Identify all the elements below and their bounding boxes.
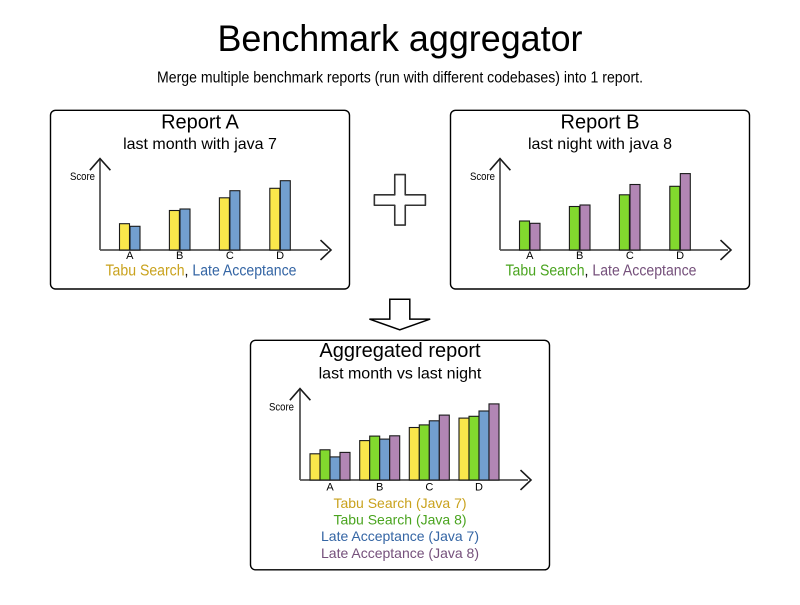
svg-text:B: B	[376, 482, 383, 494]
svg-text:D: D	[676, 250, 684, 262]
svg-text:B: B	[176, 250, 183, 262]
svg-text:last month with java 7: last month with java 7	[123, 136, 277, 153]
svg-text:Score: Score	[70, 171, 95, 183]
svg-text:A: A	[326, 482, 334, 494]
svg-text:D: D	[276, 250, 284, 262]
svg-text:C: C	[226, 250, 234, 262]
svg-text:last month vs last night: last month vs last night	[319, 365, 482, 382]
svg-text:Merge multiple benchmark repor: Merge multiple benchmark reports (run wi…	[157, 70, 643, 87]
svg-text:A: A	[126, 250, 134, 262]
svg-text:Late Acceptance (Java 8): Late Acceptance (Java 8)	[321, 545, 479, 561]
svg-text:Benchmark aggregator: Benchmark aggregator	[218, 18, 583, 59]
svg-text:Tabu Search (Java 7): Tabu Search (Java 7)	[333, 495, 466, 511]
svg-text:B: B	[576, 250, 583, 262]
svg-text:Tabu Search, Late Acceptance: Tabu Search, Late Acceptance	[506, 263, 697, 280]
svg-text:Score: Score	[269, 402, 294, 414]
svg-text:A: A	[526, 250, 534, 262]
svg-text:Aggregated report: Aggregated report	[319, 340, 481, 362]
svg-text:Report B: Report B	[561, 112, 640, 134]
svg-text:D: D	[475, 482, 483, 494]
svg-text:Late Acceptance (Java 7): Late Acceptance (Java 7)	[321, 528, 479, 544]
svg-text:Score: Score	[470, 171, 495, 183]
svg-text:C: C	[425, 482, 433, 494]
svg-text:last night with java 8: last night with java 8	[528, 136, 672, 153]
svg-text:Tabu Search, Late Acceptance: Tabu Search, Late Acceptance	[106, 263, 297, 280]
svg-text:C: C	[626, 250, 634, 262]
svg-text:Report A: Report A	[161, 112, 239, 134]
svg-text:Tabu Search (Java 8): Tabu Search (Java 8)	[333, 512, 466, 528]
